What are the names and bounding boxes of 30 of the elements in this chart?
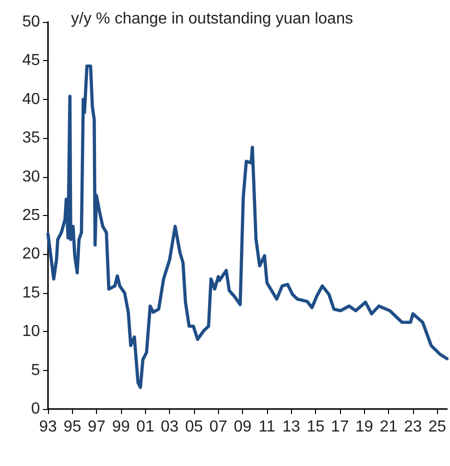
y-tick-label: 50 [22,14,40,30]
x-tick-label: 25 [428,418,446,436]
chart-title: y/y % change in outstanding yuan loans [71,10,353,28]
x-tick-label: 97 [88,418,106,436]
x-tick-label: 19 [355,418,374,436]
x-tick-label: 99 [112,418,130,436]
y-tick-label: 40 [22,90,40,108]
y-tick-label: 25 [22,207,40,224]
y-tick-label: 35 [22,130,40,147]
x-tick-label: 03 [160,418,179,436]
x-tick-label: 07 [209,418,228,436]
x-tick-label: 05 [185,418,203,436]
y-tick-label: 0 [31,400,40,418]
y-tick-label: 10 [22,323,40,340]
y-tick-label: 20 [22,246,40,263]
line-series [46,64,449,389]
x-tick-label: 95 [63,418,82,436]
x-tick-label: 01 [136,418,154,436]
x-tick-label: 23 [404,418,422,436]
x-tick-label: 15 [306,418,325,436]
y-tick-label: 5 [31,362,40,379]
x-tick-label: 17 [331,418,349,436]
y-tick-label: 15 [22,284,40,302]
x-tick-label: 13 [282,418,300,436]
y-tick-label: 45 [22,52,40,70]
y-tick-label: 30 [22,168,40,186]
x-tick-label: 11 [258,418,276,436]
x-tick-label: 93 [39,418,57,436]
x-tick-label: 09 [234,418,252,436]
x-tick-label: 21 [380,418,398,436]
